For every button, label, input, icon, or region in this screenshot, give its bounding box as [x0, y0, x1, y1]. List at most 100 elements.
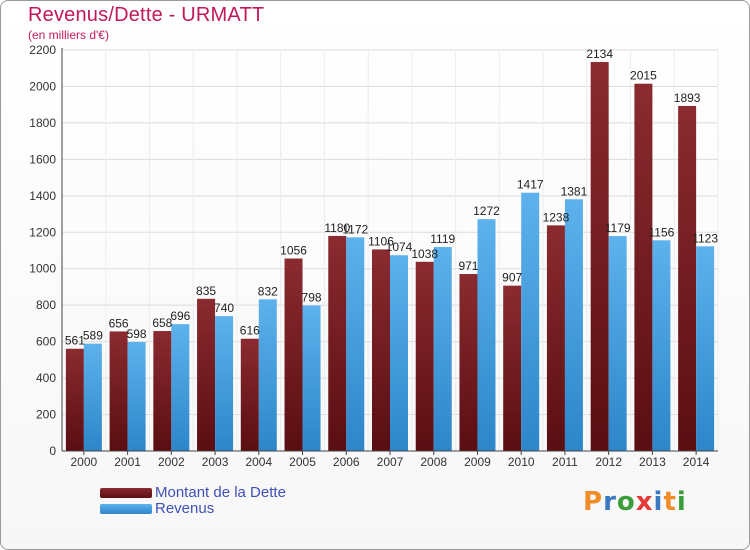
x-tick-label: 2007: [377, 455, 404, 469]
y-tick-label: 2200: [29, 43, 56, 57]
data-label: 1179: [605, 221, 631, 235]
bar-debt: [546, 225, 565, 451]
bar-revenus: [258, 299, 277, 451]
bar-debt: [197, 298, 216, 451]
x-tick-label: 2009: [464, 455, 491, 469]
bar-revenus: [346, 237, 365, 451]
bar-debt: [678, 105, 697, 451]
y-tick-label: 600: [36, 335, 56, 349]
bar-revenus: [477, 219, 496, 451]
data-label: 1123: [692, 231, 718, 245]
data-label: 1893: [674, 91, 701, 105]
data-label: 1417: [517, 178, 544, 192]
bar-debt: [415, 261, 434, 451]
bar-revenus: [652, 240, 671, 451]
data-label: 589: [83, 329, 103, 343]
x-tick-label: 2000: [71, 455, 98, 469]
legend-label-revenus: Revenus: [155, 500, 215, 517]
data-label: 561: [65, 334, 85, 348]
bar-revenus: [564, 199, 583, 451]
bar-revenus: [390, 255, 408, 451]
x-tick-label: 2011: [552, 455, 578, 469]
legend-swatch-revenus: [100, 504, 152, 514]
bar-debt: [65, 348, 84, 451]
logo-letter: o: [616, 487, 636, 517]
bar-debt: [590, 62, 609, 451]
legend-label-debt: Montant de la Dette: [155, 484, 286, 501]
bar-revenus: [696, 246, 715, 451]
data-label: 798: [302, 291, 322, 305]
y-tick-label: 1000: [29, 262, 56, 276]
bar-revenus: [127, 342, 146, 451]
bar-debt: [459, 274, 478, 451]
data-label: 740: [214, 301, 234, 315]
data-label: 1056: [280, 244, 307, 258]
data-label: 616: [240, 324, 260, 338]
logo-letter: r: [603, 487, 617, 517]
data-label: 1180: [324, 221, 350, 235]
data-label: 1381: [561, 184, 588, 198]
chart-subtitle: (en milliers d'€): [28, 28, 109, 42]
bar-revenus: [215, 316, 234, 451]
legend-swatch-debt: [100, 488, 152, 498]
logo-letter: P: [583, 487, 604, 517]
proxiti-logo: Proxiti: [583, 487, 687, 517]
data-label: 2134: [586, 47, 613, 61]
x-tick-label: 2010: [508, 455, 535, 469]
bar-debt: [240, 338, 259, 451]
bar-debt: [109, 331, 128, 451]
bar-debt: [153, 331, 172, 451]
x-tick-label: 2004: [245, 455, 272, 469]
x-tick-label: 2003: [202, 455, 229, 469]
bar-revenus: [521, 192, 540, 451]
y-tick-label: 1600: [29, 152, 56, 166]
bar-revenus: [302, 305, 321, 451]
bar-revenus: [608, 236, 627, 451]
bar-revenus: [83, 343, 102, 451]
x-tick-label: 2013: [639, 455, 666, 469]
logo-letter: t: [663, 487, 677, 517]
y-tick-label: 1800: [29, 116, 56, 130]
data-label: 971: [458, 259, 478, 273]
x-tick-label: 2001: [114, 455, 141, 469]
x-tick-label: 2012: [595, 455, 622, 469]
data-label: 907: [502, 271, 522, 285]
data-label: 1119: [430, 232, 455, 246]
data-label: 656: [109, 316, 129, 330]
data-label: 1106: [368, 234, 394, 248]
x-tick-label: 2008: [420, 455, 447, 469]
data-label: 598: [127, 327, 147, 341]
x-tick-label: 2006: [333, 455, 360, 469]
y-tick-label: 0: [49, 444, 56, 458]
data-label: 832: [258, 284, 278, 298]
logo-letter: x: [635, 487, 654, 517]
data-label: 1038: [411, 247, 438, 261]
bar-revenus: [171, 324, 190, 451]
y-tick-label: 400: [36, 371, 56, 385]
data-label: 1238: [543, 210, 570, 224]
y-tick-label: 200: [36, 408, 56, 422]
bar-debt: [372, 249, 390, 451]
bar-debt: [503, 285, 522, 451]
data-label: 1272: [473, 204, 500, 218]
bar-debt: [634, 83, 653, 451]
data-label: 696: [170, 309, 190, 323]
y-tick-label: 800: [36, 298, 56, 312]
chart-title: Revenus/Dette - URMATT: [28, 4, 265, 26]
data-label: 1074: [386, 240, 413, 254]
y-tick-label: 1200: [29, 225, 56, 239]
data-label: 658: [152, 316, 172, 330]
x-tick-label: 2002: [158, 455, 185, 469]
y-tick-label: 1400: [29, 189, 56, 203]
data-label: 1156: [648, 225, 674, 239]
bar-debt: [328, 235, 347, 451]
logo-letter: i: [676, 487, 687, 517]
data-label: 835: [196, 284, 216, 298]
x-tick-label: 2014: [683, 455, 710, 469]
x-tick-label: 2005: [289, 455, 316, 469]
bar-revenus: [433, 247, 452, 451]
data-label: 2015: [630, 69, 657, 83]
y-tick-label: 2000: [29, 79, 56, 93]
bar-debt: [284, 258, 303, 451]
